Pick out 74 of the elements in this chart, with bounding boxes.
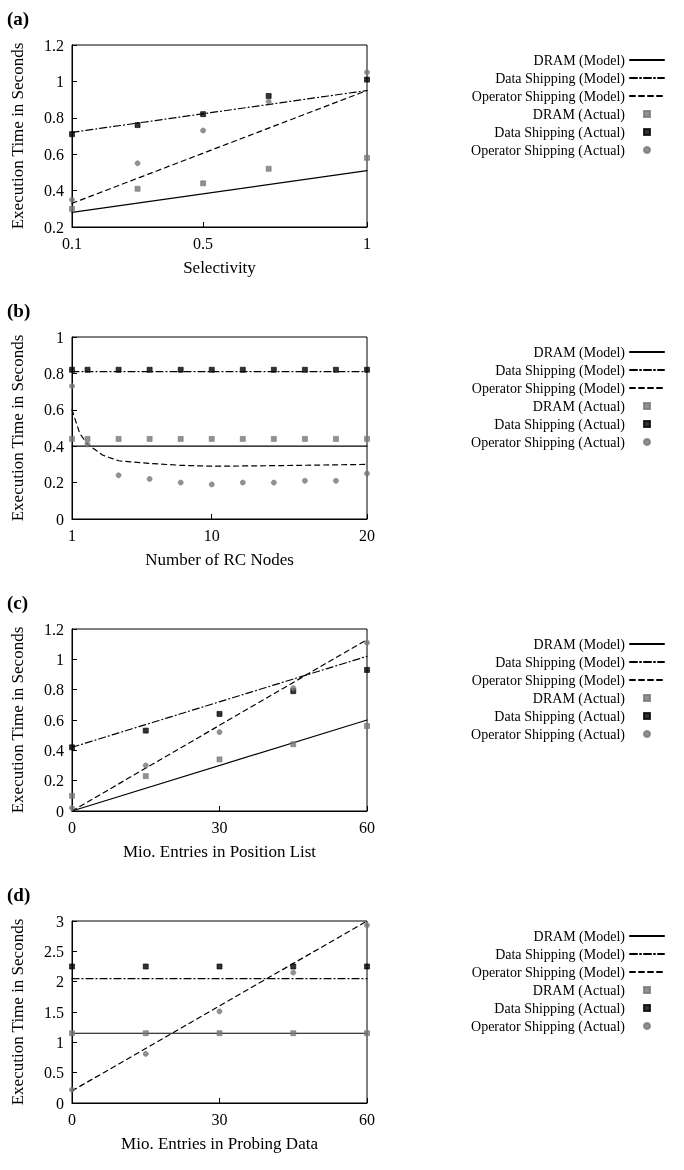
y-tick-label: 1.2 bbox=[44, 36, 64, 54]
x-tick-label: 20 bbox=[359, 526, 375, 544]
legend-label: Operator Shipping (Model) bbox=[471, 672, 626, 689]
legend-label: Data Shipping (Actual) bbox=[494, 1000, 626, 1017]
legend-label: DRAM (Actual) bbox=[532, 398, 626, 415]
legend-label: Operator Shipping (Model) bbox=[471, 88, 626, 105]
y-tick-label: 1 bbox=[56, 650, 64, 668]
legend-label: DRAM (Model) bbox=[533, 928, 626, 945]
chart-title: (d) bbox=[7, 884, 31, 906]
legend-label: Operator Shipping (Actual) bbox=[471, 726, 626, 743]
x-axis-title: Mio. Entries in Position List bbox=[122, 842, 317, 861]
y-tick-label: 0 bbox=[56, 510, 64, 528]
legend-label: Data Shipping (Actual) bbox=[494, 124, 626, 141]
x-tick-label: 1 bbox=[363, 234, 371, 252]
y-tick-label: 1 bbox=[56, 1033, 64, 1051]
legend-label: DRAM (Actual) bbox=[532, 690, 626, 707]
y-tick-label: 0.4 bbox=[44, 741, 64, 759]
legend-label: DRAM (Model) bbox=[533, 52, 626, 69]
x-tick-label: 30 bbox=[211, 1110, 228, 1128]
legend-label: Data Shipping (Actual) bbox=[494, 416, 626, 433]
y-tick-label: 1.2 bbox=[44, 620, 64, 638]
y-tick-label: 0.4 bbox=[44, 182, 64, 200]
y-tick-label: 0.6 bbox=[44, 401, 64, 419]
y-tick-label: 3 bbox=[56, 912, 64, 930]
y-tick-label: 0.6 bbox=[44, 711, 64, 729]
y-tick-label: 0.8 bbox=[44, 681, 64, 699]
legend-label: Operator Shipping (Actual) bbox=[471, 434, 626, 451]
legend-label: DRAM (Model) bbox=[533, 344, 626, 361]
chart-title: (b) bbox=[7, 300, 31, 322]
legend-label: Operator Shipping (Model) bbox=[471, 964, 626, 981]
y-tick-label: 0.2 bbox=[44, 218, 64, 236]
x-tick-label: 1 bbox=[68, 526, 76, 544]
y-tick-label: 2 bbox=[56, 973, 64, 991]
y-axis-title: Execution Time in Seconds bbox=[8, 42, 27, 230]
x-axis-title: Mio. Entries in Probing Data bbox=[121, 1134, 319, 1153]
legend-label: Operator Shipping (Actual) bbox=[471, 142, 626, 159]
x-tick-label: 30 bbox=[211, 818, 228, 836]
legend-label: Operator Shipping (Model) bbox=[471, 380, 626, 397]
y-tick-label: 1.5 bbox=[44, 1003, 64, 1021]
legend-label: Operator Shipping (Actual) bbox=[471, 1018, 626, 1035]
x-axis-title: Number of RC Nodes bbox=[145, 550, 294, 569]
y-tick-label: 1 bbox=[56, 72, 64, 90]
y-tick-label: 0 bbox=[56, 1094, 64, 1112]
y-tick-label: 1 bbox=[56, 328, 64, 346]
y-axis-title: Execution Time in Seconds bbox=[8, 334, 27, 522]
y-tick-label: 0.8 bbox=[44, 364, 64, 382]
legend-label: Data Shipping (Model) bbox=[495, 70, 626, 87]
x-tick-label: 60 bbox=[359, 1110, 375, 1128]
legend-label: DRAM (Actual) bbox=[532, 982, 626, 999]
chart-title: (a) bbox=[7, 8, 30, 30]
y-axis-title: Execution Time in Seconds bbox=[8, 918, 27, 1106]
y-tick-label: 2.5 bbox=[44, 942, 64, 960]
y-tick-label: 0.5 bbox=[44, 1064, 64, 1082]
x-tick-label: 0 bbox=[68, 1110, 76, 1128]
y-tick-label: 0 bbox=[56, 802, 64, 820]
legend-label: DRAM (Model) bbox=[533, 636, 626, 653]
legend-label: Data Shipping (Model) bbox=[495, 946, 626, 963]
x-tick-label: 60 bbox=[359, 818, 375, 836]
y-tick-label: 0.6 bbox=[44, 145, 64, 163]
chart-title: (c) bbox=[7, 592, 29, 614]
x-tick-label: 10 bbox=[203, 526, 220, 544]
legend-label: DRAM (Actual) bbox=[532, 106, 626, 123]
legend-label: Data Shipping (Model) bbox=[495, 654, 626, 671]
y-tick-label: 0.8 bbox=[44, 109, 64, 127]
legend-label: Data Shipping (Actual) bbox=[494, 708, 626, 725]
y-tick-label: 0.2 bbox=[44, 474, 64, 492]
y-tick-label: 0.2 bbox=[44, 772, 64, 790]
x-tick-label: 0.1 bbox=[62, 234, 82, 252]
y-axis-title: Execution Time in Seconds bbox=[8, 626, 27, 814]
x-axis-title: Selectivity bbox=[183, 258, 257, 277]
x-tick-label: 0.5 bbox=[193, 234, 214, 252]
x-tick-label: 0 bbox=[68, 818, 76, 836]
y-tick-label: 0.4 bbox=[44, 437, 64, 455]
legend-label: Data Shipping (Model) bbox=[495, 362, 626, 379]
